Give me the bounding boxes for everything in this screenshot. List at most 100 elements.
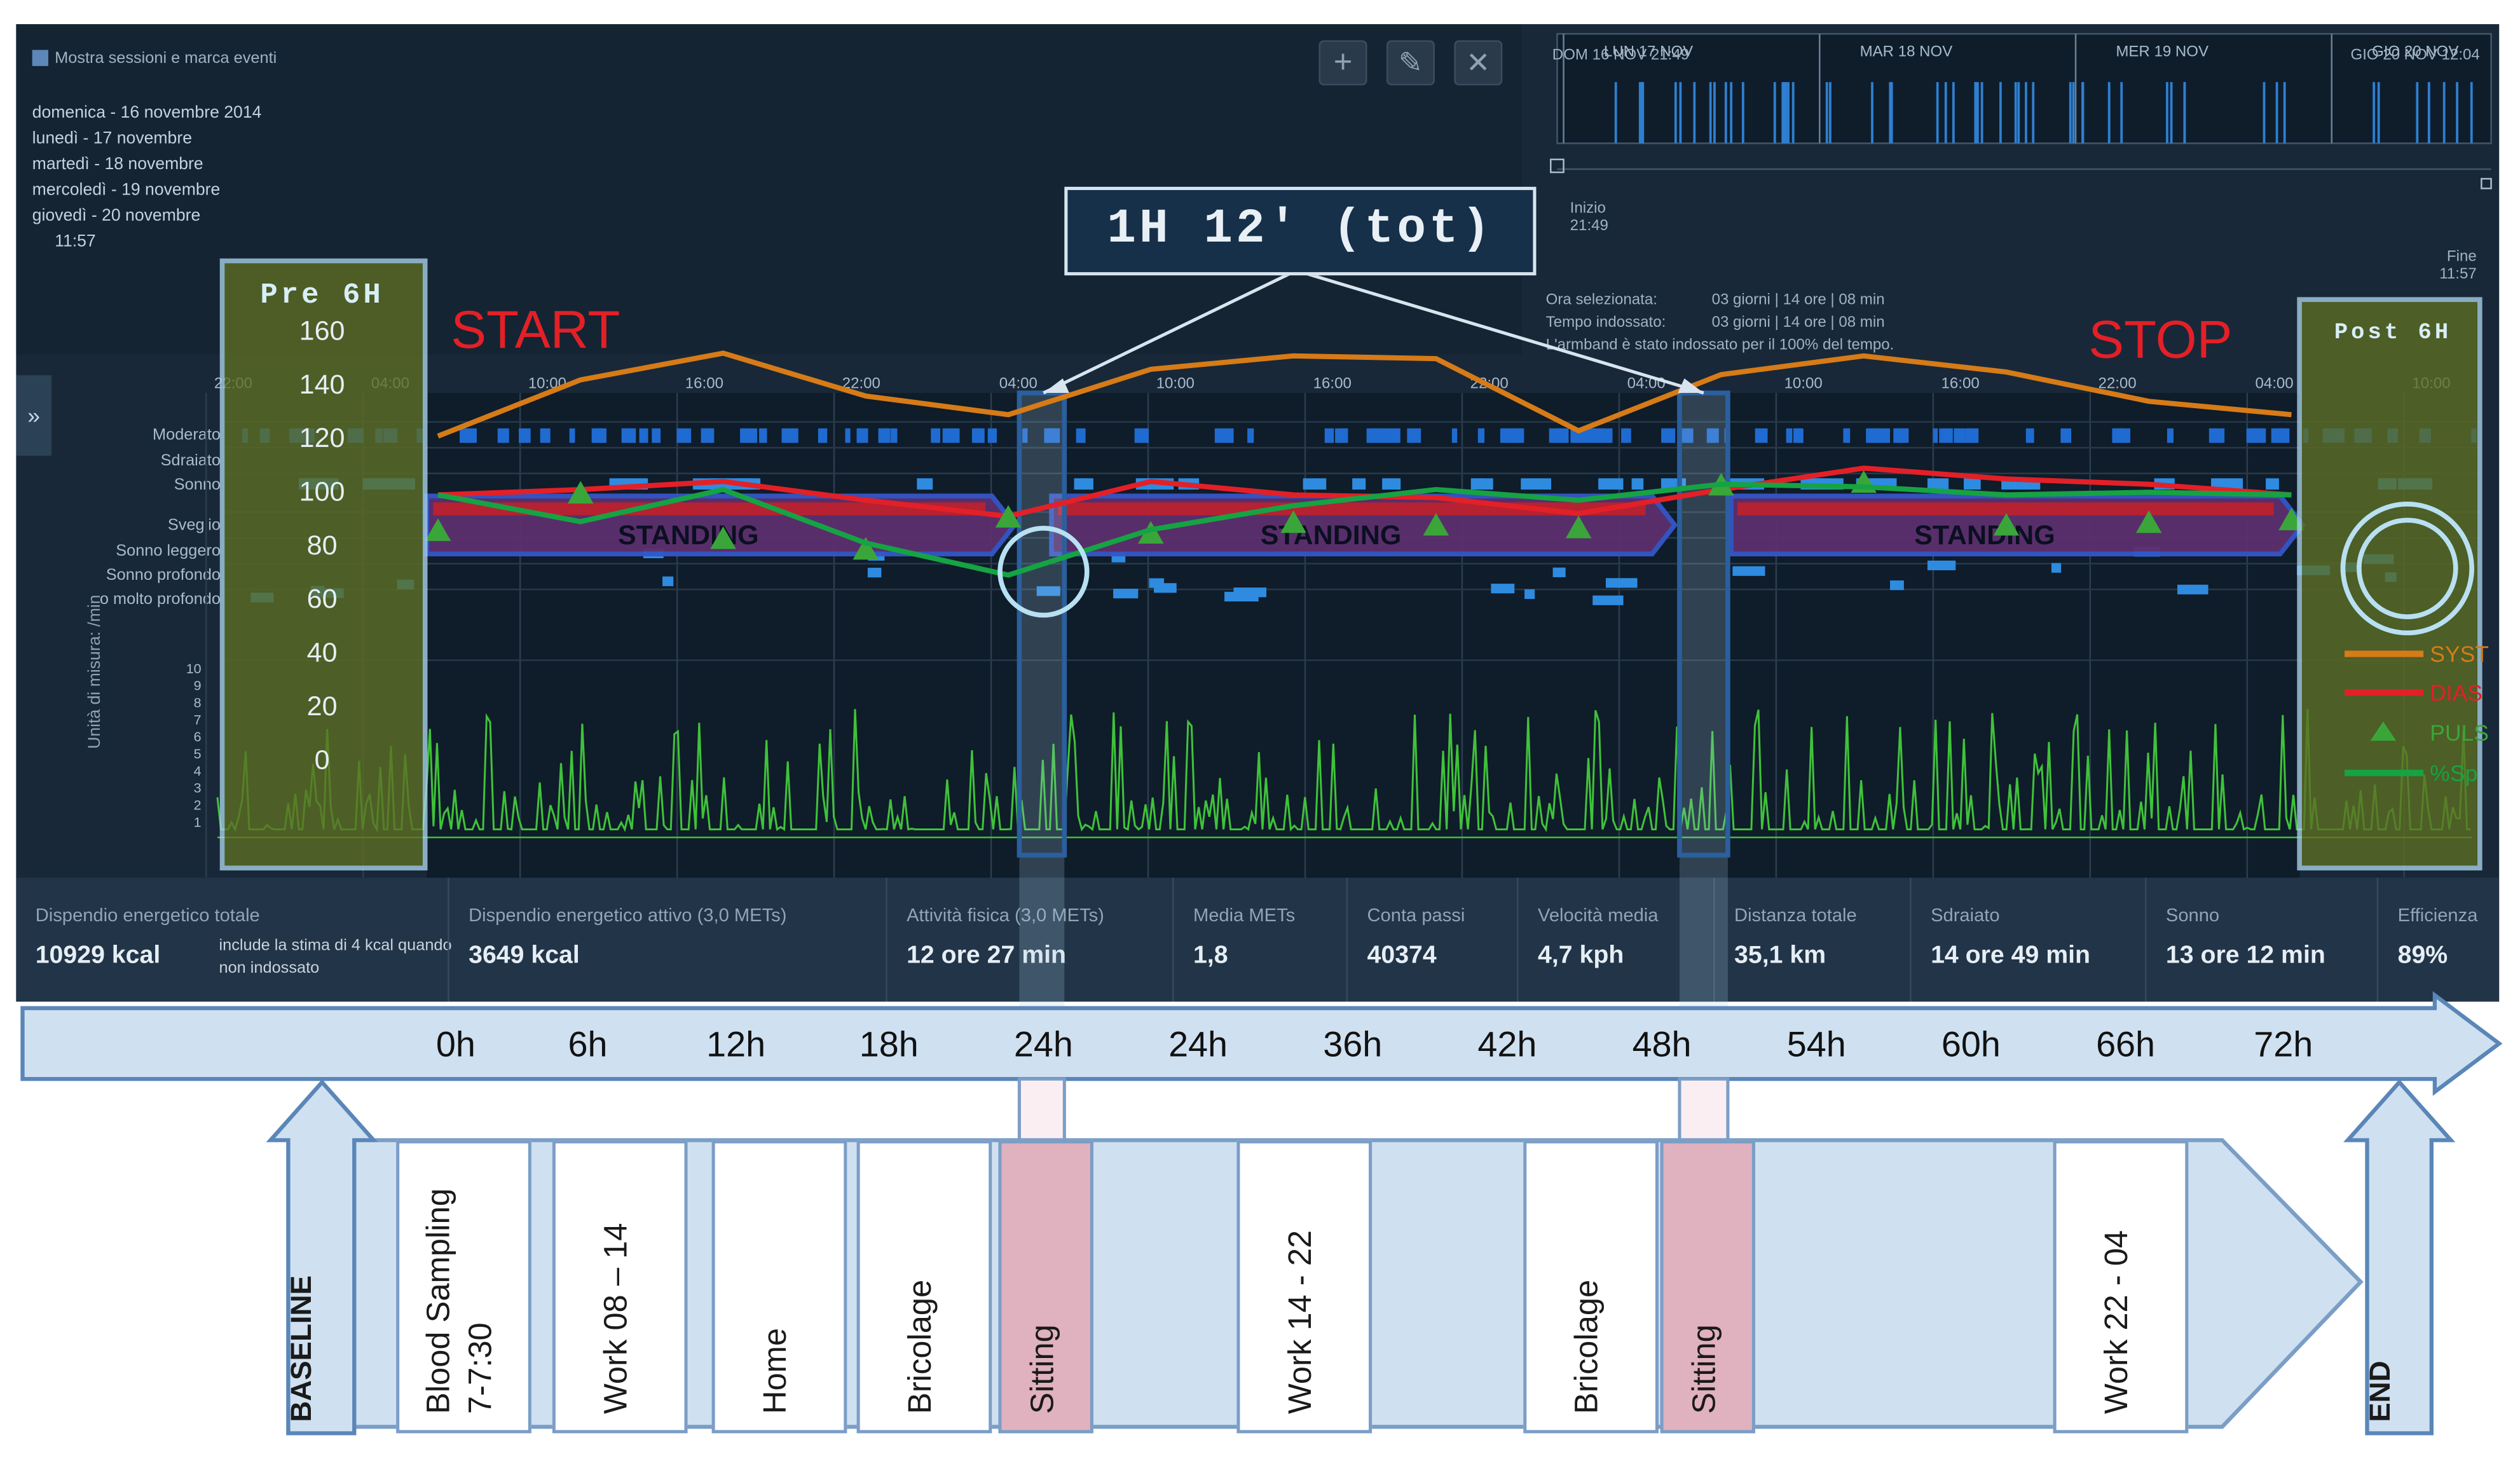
sleep-depth-mark-12: [1524, 589, 1535, 600]
puls-point-3: [853, 537, 879, 560]
sonno-mark-35: [917, 478, 933, 490]
hour-label-3: 18h: [859, 1025, 919, 1064]
add-button[interactable]: +: [1318, 40, 1367, 86]
stat-title: Media METs: [1193, 907, 1296, 926]
sitting-column-frame-0: [1017, 390, 1067, 858]
moderato-mark-10: [759, 428, 767, 443]
close-button[interactable]: ✕: [1454, 40, 1503, 86]
sonno-mark-1: [1382, 478, 1401, 490]
baseline-label: BASELINE: [285, 1275, 318, 1422]
stat-total-energy: Dispendio energetico totale 10929 kcal i…: [16, 877, 452, 1001]
moderato-mark-113: [882, 428, 891, 443]
range-end: GIO 20 NOV 12:04: [2350, 46, 2480, 65]
stats-bar: Dispendio energetico totale 10929 kcal i…: [16, 877, 2500, 1002]
fine-handle-icon: [2481, 177, 2492, 189]
small-tick-10: 10: [186, 661, 202, 676]
show-sessions-toggle[interactable]: Mostra sessioni e marca eventi: [32, 50, 277, 67]
standing-label-1: STANDING: [1261, 520, 1402, 551]
moderato-mark-114: [1556, 428, 1569, 443]
sonno-mark-15: [1927, 478, 1949, 490]
stat-title: Distanza totale: [1734, 907, 1857, 926]
fine-time: 11:57: [2439, 265, 2477, 284]
moderato-mark-50: [2210, 428, 2225, 443]
small-tick-5: 5: [194, 746, 202, 762]
stat-title: Attività fisica (3,0 METs): [907, 907, 1104, 926]
sleep-depth-mark-11: [1552, 567, 1566, 577]
session-date-3[interactable]: mercoledì - 19 novembre: [32, 180, 221, 200]
moderato-mark-128: [1599, 428, 1613, 443]
checkbox-icon[interactable]: [32, 50, 48, 67]
hour-label-7: 42h: [1477, 1025, 1537, 1064]
session-date-2[interactable]: martedì - 18 novembre: [32, 154, 203, 174]
overview-strip[interactable]: LUN 17 NOV MAR 18 NOV MER 19 NOV GIO 20 NOV: [1538, 24, 2499, 202]
phase-label: 7-7:30: [463, 1322, 500, 1414]
phase-sitting[interactable]: Sitting: [1660, 1140, 1755, 1434]
overview-frame: [1556, 32, 2492, 144]
end-label-box: END: [2364, 1272, 2425, 1429]
puls-point-7: [1423, 512, 1449, 536]
session-date-4[interactable]: giovedì - 20 novembre: [32, 206, 201, 226]
phase-blood-sampling-7-7-30[interactable]: Blood Sampling 7-7:30: [396, 1140, 531, 1434]
moderato-mark-127: [1510, 428, 1524, 443]
actigraphy-trace: [216, 709, 2471, 833]
moderato-mark-46: [1592, 428, 1600, 443]
row-label-sdraiato: Sdraiato: [160, 452, 221, 470]
legend-label-0: SYST: [2430, 641, 2489, 667]
phase-sitting[interactable]: Sitting: [998, 1140, 1093, 1434]
stat-efficiency: Efficienza 89%: [2376, 877, 2500, 1002]
hour-label-4: 24h: [1014, 1025, 1073, 1064]
phase-work-08-14[interactable]: Work 08 – 14: [552, 1140, 688, 1434]
moderato-mark-13: [942, 428, 955, 443]
info-value-1: 03 giorni | 14 ore | 08 min: [1711, 313, 1885, 332]
stat-value: 13 ore 12 min: [2165, 942, 2325, 970]
puls-point-4: [995, 505, 1022, 528]
small-tick-3: 3: [194, 781, 202, 796]
phase-label: Work 08 – 14: [599, 1223, 635, 1414]
sleep-depth-mark-3: [1592, 595, 1624, 605]
moderato-mark-30: [743, 428, 758, 443]
moderato-mark-102: [1582, 428, 1596, 443]
moderato-mark-76: [1500, 428, 1506, 443]
expand-panel-button[interactable]: »: [16, 375, 52, 456]
moderato-mark-53: [1786, 428, 1793, 443]
standing-label-0: STANDING: [618, 520, 759, 551]
stat-sleep: Sonno 13 ore 12 min: [2144, 877, 2378, 1002]
sitting-column-1: [1679, 393, 1728, 1113]
moderato-mark-117: [1933, 428, 1938, 443]
moderato-mark-119: [1380, 428, 1391, 443]
inizio-label: Inizio: [1570, 200, 1606, 217]
session-date-1[interactable]: lunedì - 17 novembre: [32, 128, 193, 149]
moderato-mark-68: [845, 428, 851, 443]
sonno-mark-10: [1352, 478, 1366, 490]
sonno-mark-26: [2210, 478, 2243, 490]
stat-note: include la stima di 4 kcal quando non in…: [219, 937, 452, 978]
session-date-5[interactable]: 11:57: [55, 231, 96, 252]
phase-bricolage[interactable]: Bricolage: [1523, 1140, 1659, 1434]
moderato-mark-34: [652, 428, 661, 443]
stat-mean-mets: Media METs 1,8: [1172, 877, 1348, 1002]
moderato-mark-112: [593, 428, 607, 443]
sleep-depth-mark-17: [2051, 563, 2062, 573]
sleep-depth-mark-26: [1890, 580, 1904, 591]
moderato-mark-75: [987, 428, 997, 443]
phase-bricolage[interactable]: Bricolage: [856, 1140, 992, 1434]
sitting-column-0: [1019, 393, 1065, 1113]
phase-home[interactable]: Home: [711, 1140, 847, 1434]
stat-title: Velocità media: [1538, 907, 1659, 926]
edit-button[interactable]: ✎: [1386, 40, 1435, 86]
info-label-1: Tempo indossato:: [1545, 313, 1666, 332]
inizio-handle-icon: [1550, 158, 1565, 174]
stat-value: 89%: [2397, 942, 2448, 970]
moderato-mark-74: [1965, 428, 1979, 443]
moderato-mark-98: [1139, 428, 1149, 443]
moderato-mark-90: [2271, 428, 2285, 443]
sonno-mark-29: [1303, 478, 1327, 490]
session-date-0[interactable]: domenica - 16 novembre 2014: [32, 103, 262, 123]
moderato-mark-82: [1680, 428, 1694, 443]
puls-point-0: [425, 518, 451, 541]
sleep-depth-mark-28: [1113, 588, 1139, 599]
stat-title: Sonno: [2165, 907, 2220, 926]
phase-work-14-22[interactable]: Work 14 - 22: [1236, 1140, 1373, 1434]
row-label-sonno: Sonno: [174, 476, 221, 495]
phase-work-22-04[interactable]: Work 22 - 04: [2053, 1140, 2189, 1434]
